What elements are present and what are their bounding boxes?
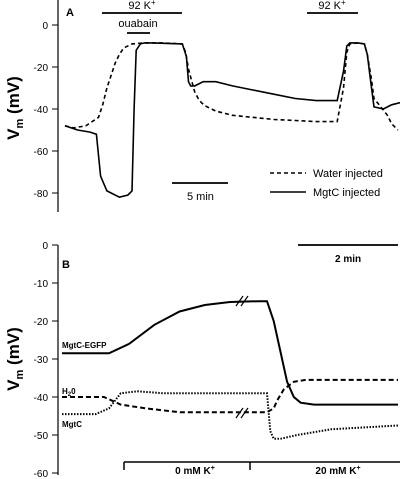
trace-label-mgtc: MgtC — [62, 420, 82, 429]
panel-b-tick-label: -20 — [34, 317, 49, 328]
panel-a-scale-label: 5 min — [187, 191, 214, 203]
legend-label-mgtc: MgtC injected — [313, 187, 380, 199]
k-bar-1-label: 92 K+ — [128, 0, 156, 12]
legend-label-water: Water injected — [313, 168, 383, 180]
condition-label-0mm: 0 mM K+ — [175, 465, 215, 477]
series-line-h2o — [62, 378, 398, 414]
axis-break-upper — [235, 295, 249, 307]
series-line-mgtc-injected — [64, 42, 400, 199]
panel-b-y-axis-label: Vm (mV) — [4, 327, 26, 391]
condition-bar — [123, 461, 400, 470]
panel-b-tick-label: -50 — [34, 431, 49, 442]
panel-a-tick-label: -40 — [34, 105, 49, 116]
panel-b-tick-label: -60 — [34, 469, 49, 479]
panel-b-letter: B — [62, 259, 70, 271]
panel-b-tick-label: 0 — [42, 241, 48, 252]
axis-break-lower — [235, 407, 249, 419]
panel-a-tick-label: -20 — [34, 63, 49, 74]
ouabain-label: ouabain — [118, 18, 157, 30]
panel-b-tick-label: -10 — [34, 279, 49, 290]
legend: Water injected MgtC injected — [270, 168, 383, 199]
panel-b-y-ticks: 0 -10 -20 -30 -40 -50 -60 — [34, 241, 58, 479]
condition-label-20mm: 20 mM K+ — [315, 465, 360, 477]
panel-a-letter: A — [66, 7, 74, 19]
series-line-mgtc — [62, 390, 399, 440]
trace-label-egfp: MgtC-EGFP — [62, 341, 107, 350]
series-line-mgtc-egfp — [62, 300, 398, 406]
panel-a: 0 -20 -40 -60 -80 Vm (mV) A 92 K+ 92 K+ … — [4, 0, 400, 212]
panel-b: 0 -10 -20 -30 -40 -50 -60 Vm (mV) B 2 mi… — [4, 241, 400, 479]
panel-b-scale-label: 2 min — [335, 254, 361, 265]
panel-b-tick-label: -40 — [34, 393, 49, 404]
panel-a-tick-label: -80 — [34, 189, 49, 200]
panel-a-y-axis-label: Vm (mV) — [4, 76, 26, 140]
panel-a-tick-label: 0 — [42, 21, 48, 32]
panel-a-y-ticks: 0 -20 -40 -60 -80 — [34, 21, 58, 200]
panel-a-tick-label: -60 — [34, 147, 49, 158]
trace-label-h2o: H20 — [62, 387, 76, 398]
k-bar-2-label: 92 K+ — [318, 0, 346, 12]
panel-b-tick-label: -30 — [34, 355, 49, 366]
